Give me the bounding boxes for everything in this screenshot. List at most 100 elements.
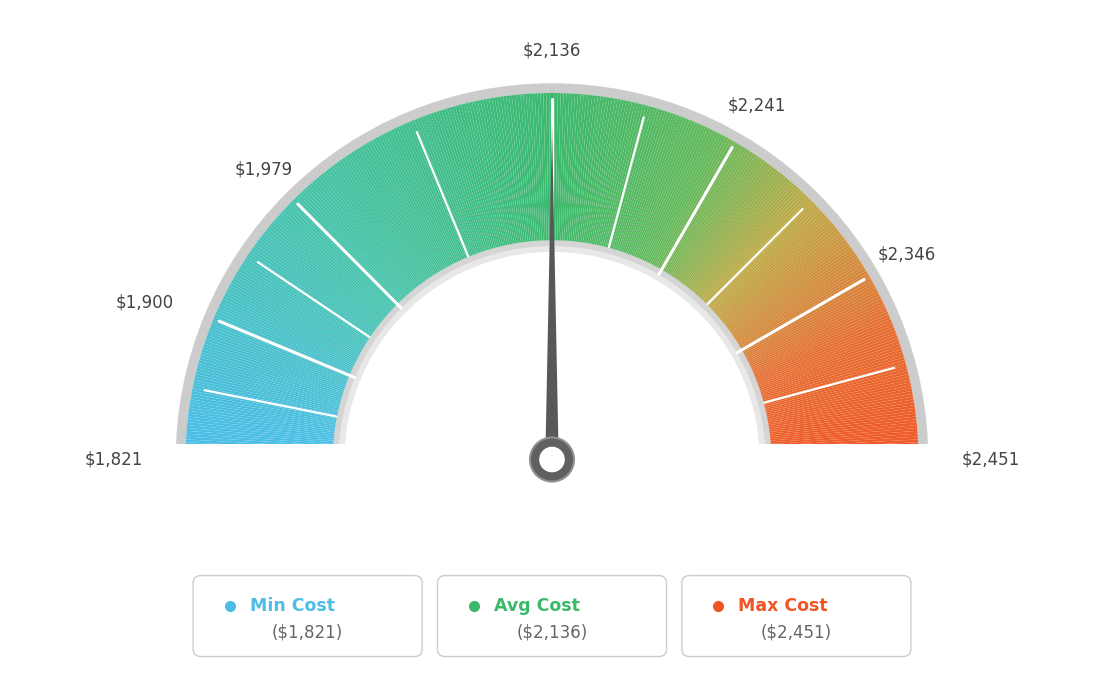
Wedge shape (744, 319, 892, 382)
Wedge shape (503, 96, 526, 254)
Wedge shape (339, 159, 433, 290)
Wedge shape (529, 94, 541, 253)
Wedge shape (199, 357, 352, 403)
Wedge shape (760, 451, 919, 456)
Wedge shape (541, 93, 548, 252)
Wedge shape (444, 108, 492, 261)
Wedge shape (277, 215, 397, 322)
Wedge shape (255, 241, 385, 337)
Wedge shape (704, 210, 824, 319)
Wedge shape (601, 103, 640, 258)
Wedge shape (480, 99, 513, 256)
Wedge shape (753, 368, 907, 409)
Wedge shape (758, 413, 916, 435)
Wedge shape (686, 179, 790, 302)
Wedge shape (484, 99, 514, 255)
Wedge shape (414, 119, 476, 267)
Wedge shape (351, 152, 439, 286)
Wedge shape (755, 380, 911, 416)
Wedge shape (491, 97, 520, 255)
Wedge shape (287, 204, 403, 316)
Wedge shape (608, 107, 655, 260)
Wedge shape (664, 150, 751, 285)
Wedge shape (578, 96, 601, 254)
Wedge shape (335, 163, 429, 293)
Wedge shape (757, 402, 914, 428)
Wedge shape (569, 94, 584, 253)
Wedge shape (229, 286, 369, 362)
Wedge shape (691, 186, 798, 306)
Wedge shape (396, 127, 465, 272)
Wedge shape (259, 237, 386, 335)
Wedge shape (740, 304, 884, 373)
Wedge shape (628, 119, 690, 267)
Wedge shape (223, 296, 367, 368)
Wedge shape (401, 124, 468, 270)
Wedge shape (332, 165, 428, 293)
Wedge shape (751, 352, 903, 400)
Wedge shape (737, 293, 880, 366)
Wedge shape (676, 165, 772, 293)
Wedge shape (527, 94, 539, 253)
Wedge shape (668, 155, 758, 288)
Wedge shape (754, 377, 910, 414)
Wedge shape (741, 306, 887, 374)
Wedge shape (757, 405, 915, 431)
Wedge shape (635, 123, 700, 270)
Text: $2,136: $2,136 (523, 41, 581, 59)
Wedge shape (318, 175, 421, 299)
Wedge shape (458, 104, 500, 259)
Wedge shape (520, 94, 535, 253)
Wedge shape (711, 224, 835, 327)
Wedge shape (295, 197, 407, 311)
Text: $1,900: $1,900 (116, 293, 174, 311)
Wedge shape (623, 115, 679, 265)
Wedge shape (596, 101, 631, 257)
Wedge shape (220, 304, 364, 373)
Wedge shape (720, 244, 850, 339)
Wedge shape (559, 93, 566, 252)
Wedge shape (752, 357, 905, 403)
Wedge shape (453, 106, 497, 259)
Wedge shape (455, 106, 499, 259)
Wedge shape (675, 163, 769, 293)
Wedge shape (339, 246, 765, 460)
Wedge shape (301, 190, 411, 308)
Wedge shape (195, 374, 350, 413)
Wedge shape (693, 190, 803, 308)
FancyBboxPatch shape (682, 575, 911, 657)
Wedge shape (591, 99, 624, 256)
Wedge shape (486, 99, 517, 255)
Wedge shape (314, 179, 418, 302)
Wedge shape (355, 148, 442, 284)
Wedge shape (749, 344, 901, 395)
Wedge shape (509, 95, 529, 253)
Wedge shape (381, 135, 456, 276)
Wedge shape (190, 400, 347, 427)
Wedge shape (590, 99, 620, 255)
Wedge shape (290, 200, 405, 314)
Wedge shape (399, 126, 467, 271)
Wedge shape (740, 301, 883, 371)
Wedge shape (726, 261, 861, 348)
Wedge shape (703, 208, 821, 319)
Wedge shape (466, 103, 506, 257)
Wedge shape (449, 107, 496, 260)
Wedge shape (682, 173, 784, 299)
Wedge shape (332, 240, 772, 460)
Wedge shape (235, 273, 373, 355)
Wedge shape (724, 256, 858, 346)
Wedge shape (274, 219, 395, 325)
FancyBboxPatch shape (193, 575, 422, 657)
Wedge shape (306, 186, 413, 306)
Wedge shape (615, 110, 666, 262)
Wedge shape (729, 268, 866, 353)
Wedge shape (662, 148, 749, 284)
Wedge shape (758, 417, 916, 437)
Wedge shape (750, 346, 902, 397)
Wedge shape (353, 150, 440, 285)
Wedge shape (498, 97, 522, 254)
Wedge shape (677, 166, 774, 295)
Wedge shape (222, 298, 365, 370)
Wedge shape (191, 397, 348, 426)
